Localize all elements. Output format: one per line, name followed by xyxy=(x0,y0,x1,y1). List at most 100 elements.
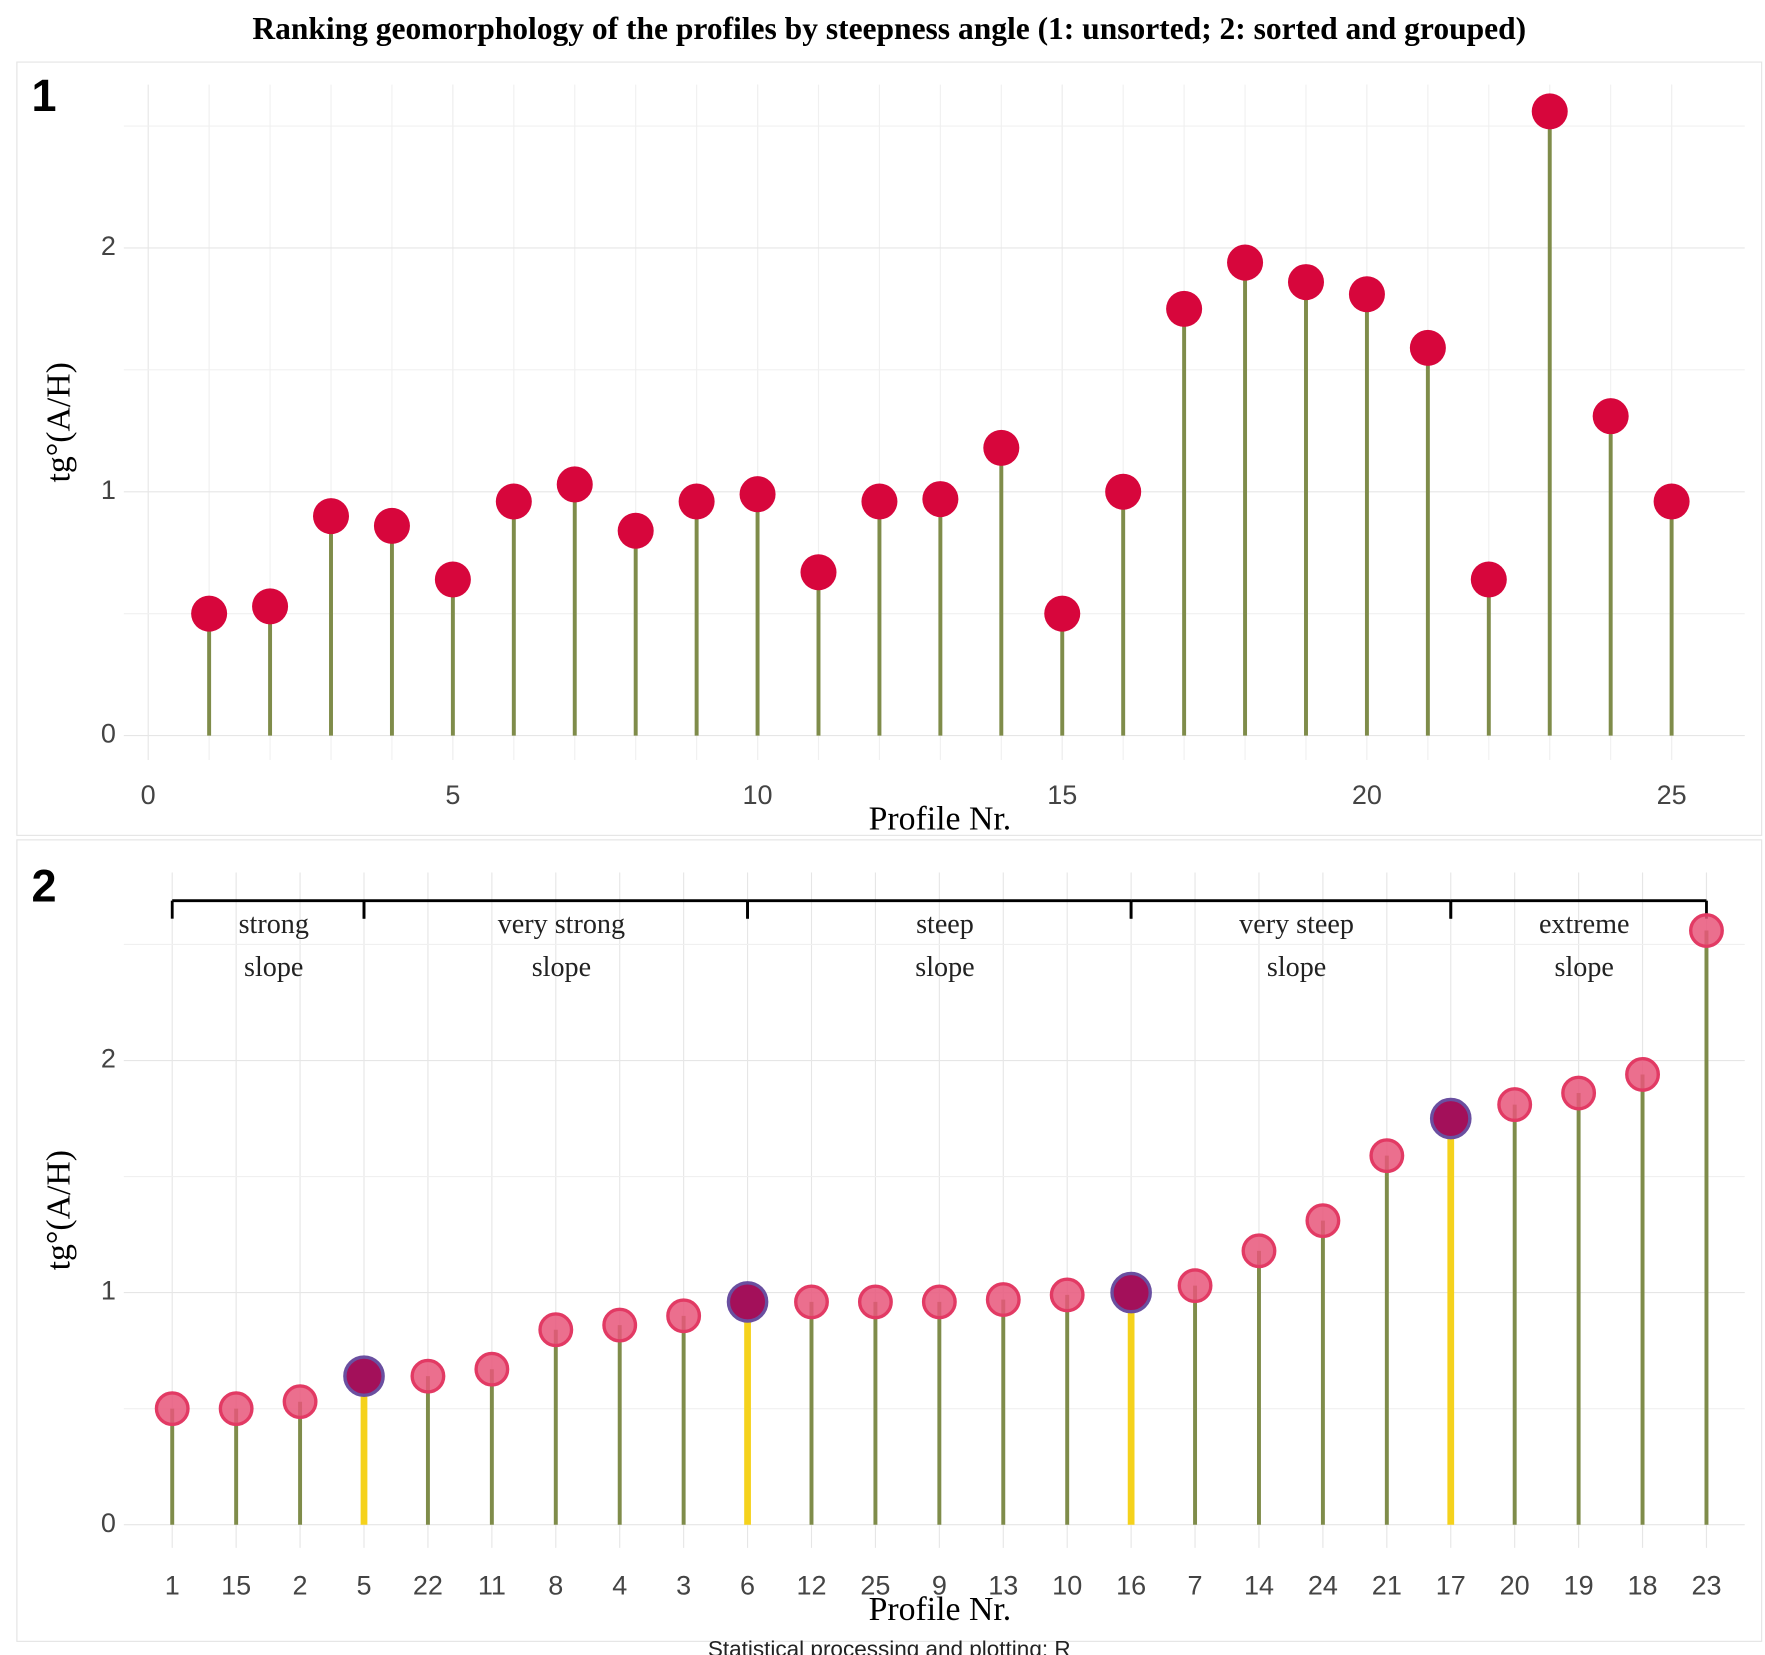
x-tick-label: 15 xyxy=(221,1570,251,1600)
point xyxy=(678,483,715,520)
x-tick-label: 24 xyxy=(1308,1570,1338,1600)
point xyxy=(538,1312,574,1348)
point xyxy=(1044,595,1081,632)
group-label: slope xyxy=(244,952,303,983)
x-tick-label: 9 xyxy=(932,1570,947,1600)
point xyxy=(1592,398,1629,435)
point xyxy=(373,507,410,544)
x-tick-label: 0 xyxy=(141,780,156,810)
point xyxy=(1429,1097,1472,1140)
point xyxy=(410,1358,446,1394)
point xyxy=(1497,1087,1533,1123)
point xyxy=(252,588,289,625)
point xyxy=(921,1284,957,1320)
x-tick-label: 8 xyxy=(548,1570,563,1600)
point xyxy=(1241,1233,1277,1269)
y-tick-label: 0 xyxy=(101,1508,116,1538)
y-tick-label: 1 xyxy=(101,1276,116,1306)
x-tick-label: 14 xyxy=(1244,1570,1274,1600)
x-tick-label: 12 xyxy=(796,1570,826,1600)
point xyxy=(1369,1138,1405,1174)
point xyxy=(1348,276,1385,313)
point xyxy=(154,1391,190,1427)
group-label: very strong xyxy=(498,909,625,940)
x-axis-label: Profile Nr. xyxy=(869,1591,1011,1628)
caption: Statistical processing and plotting: R xyxy=(708,1636,1071,1655)
x-tick-label: 10 xyxy=(1052,1570,1082,1600)
point xyxy=(1625,1056,1660,1092)
group-label: slope xyxy=(532,952,591,983)
point xyxy=(739,476,776,513)
x-tick-label: 5 xyxy=(356,1570,371,1600)
point xyxy=(857,1284,893,1320)
point xyxy=(1287,264,1325,301)
x-tick-label: 20 xyxy=(1352,780,1382,810)
point xyxy=(1049,1277,1085,1313)
point xyxy=(726,1281,769,1323)
x-tick-label: 23 xyxy=(1691,1570,1721,1600)
panel-frame xyxy=(16,839,1763,1642)
group-label: very steep xyxy=(1239,909,1354,940)
y-axis-label: tg°(A/H) xyxy=(41,362,78,482)
point xyxy=(1166,290,1203,327)
point xyxy=(861,483,898,520)
group-label: slope xyxy=(915,952,974,983)
y-axis-label: tg°(A/H) xyxy=(41,1150,78,1270)
point xyxy=(1653,483,1690,520)
point xyxy=(556,466,593,503)
x-tick-label: 11 xyxy=(478,1570,506,1600)
group-label: slope xyxy=(1267,952,1326,983)
y-tick-label: 0 xyxy=(101,719,116,749)
point xyxy=(218,1391,254,1427)
point xyxy=(1689,913,1724,948)
group-label: slope xyxy=(1555,952,1614,983)
x-tick-label: 17 xyxy=(1436,1570,1466,1600)
point xyxy=(312,498,350,535)
point xyxy=(434,561,471,598)
x-tick-label: 5 xyxy=(445,780,460,810)
x-tick-label: 1 xyxy=(165,1570,180,1600)
x-tick-label: 25 xyxy=(1657,780,1687,810)
point xyxy=(1177,1268,1213,1304)
x-tick-label: 16 xyxy=(1116,1570,1146,1600)
point xyxy=(474,1351,510,1387)
point xyxy=(495,483,532,520)
point xyxy=(1110,1271,1152,1314)
point xyxy=(800,554,837,591)
y-tick-label: 2 xyxy=(101,1044,116,1074)
point xyxy=(983,429,1020,466)
x-tick-label: 2 xyxy=(293,1570,308,1600)
group-label: extreme xyxy=(1539,909,1630,940)
point xyxy=(343,1355,385,1397)
group-label: strong xyxy=(239,909,309,940)
point xyxy=(794,1284,829,1320)
point xyxy=(922,481,959,518)
x-tick-label: 4 xyxy=(612,1570,627,1600)
panel-frame xyxy=(16,61,1763,836)
point xyxy=(1470,561,1507,598)
panel-label: 1 xyxy=(32,70,57,121)
x-tick-label: 25 xyxy=(860,1570,890,1600)
point xyxy=(617,512,654,549)
panel-label: 2 xyxy=(32,860,57,911)
point xyxy=(1105,473,1142,510)
x-tick-label: 19 xyxy=(1564,1570,1594,1600)
point xyxy=(1305,1203,1341,1239)
point xyxy=(282,1384,318,1420)
x-tick-label: 10 xyxy=(743,780,773,810)
x-axis-label: Profile Nr. xyxy=(869,801,1011,838)
point xyxy=(191,595,228,632)
x-tick-label: 22 xyxy=(413,1570,443,1600)
point xyxy=(1561,1075,1597,1111)
figure-title: Ranking geomorphology of the profiles by… xyxy=(252,11,1526,46)
point xyxy=(666,1298,702,1334)
x-tick-label: 20 xyxy=(1500,1570,1530,1600)
x-tick-label: 7 xyxy=(1188,1570,1203,1600)
y-tick-label: 1 xyxy=(101,475,116,505)
point xyxy=(1409,329,1446,366)
x-tick-label: 15 xyxy=(1047,780,1077,810)
x-tick-label: 3 xyxy=(676,1570,691,1600)
group-label: steep xyxy=(916,909,974,940)
x-tick-label: 21 xyxy=(1372,1570,1402,1600)
